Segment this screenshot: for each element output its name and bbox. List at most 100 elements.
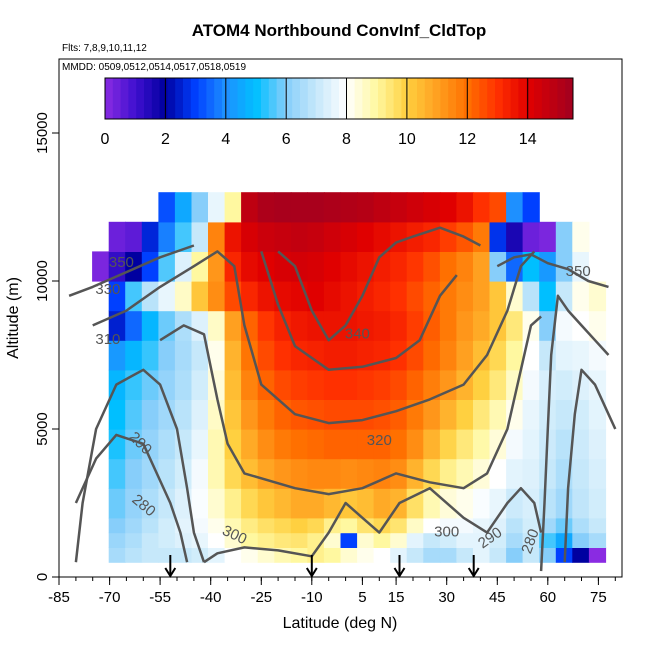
- y-tick-label: 5000: [34, 412, 51, 445]
- heat-cell: [473, 281, 491, 312]
- heat-cell: [241, 429, 259, 460]
- heat-cell: [290, 369, 308, 400]
- heat-cell: [423, 340, 441, 371]
- heat-cell: [506, 192, 524, 223]
- heat-cell: [489, 547, 507, 563]
- heat-cell: [506, 488, 524, 519]
- colorbar-segment: [557, 78, 566, 119]
- heat-cell: [357, 221, 375, 252]
- heat-cell: [125, 340, 143, 371]
- heat-cell: [108, 221, 126, 252]
- heat-cell: [473, 517, 491, 534]
- colorbar-segment: [471, 78, 480, 119]
- x-tick-label: -70: [99, 589, 121, 606]
- colorbar-segment: [206, 78, 215, 119]
- heat-cell: [456, 429, 474, 460]
- contour-line: [539, 294, 610, 572]
- heat-cell: [208, 517, 226, 534]
- heat-cell: [588, 369, 607, 400]
- heat-cell: [290, 251, 308, 282]
- heat-cell: [489, 310, 507, 341]
- heat-cell: [572, 488, 590, 519]
- heat-cell: [473, 310, 491, 341]
- heat-cell: [191, 192, 209, 223]
- heat-cell: [539, 488, 557, 519]
- contour-line: [159, 315, 542, 496]
- heat-cell: [588, 310, 607, 341]
- heat-cell: [357, 340, 375, 371]
- heat-cell: [323, 399, 342, 430]
- heat-cell: [191, 547, 209, 563]
- heat-cell: [257, 310, 275, 341]
- heat-cell: [373, 221, 391, 252]
- heat-cell: [522, 192, 540, 223]
- flight-arrow-head: [164, 567, 177, 578]
- heat-cell: [241, 488, 259, 519]
- heat-cell: [191, 281, 209, 312]
- heat-cell: [555, 399, 573, 430]
- heat-cell: [506, 310, 524, 341]
- heat-cell: [406, 488, 424, 519]
- heat-cell: [108, 488, 126, 519]
- heat-cell: [572, 281, 590, 312]
- heat-cell: [489, 429, 507, 460]
- colorbar-segment: [198, 78, 207, 119]
- heat-cell: [224, 532, 242, 548]
- colorbar-segment: [261, 78, 270, 119]
- colorbar-segment: [432, 78, 441, 119]
- heat-cell: [340, 369, 358, 400]
- heat-cell: [174, 399, 193, 430]
- heat-cell: [423, 429, 441, 460]
- heat-cell: [373, 547, 391, 563]
- heat-cell: [141, 369, 159, 400]
- heat-cell: [158, 221, 176, 252]
- contour-line: [74, 368, 206, 563]
- heat-cell: [555, 340, 573, 371]
- heat-cell: [191, 369, 209, 400]
- colorbar-segment: [346, 78, 356, 119]
- heat-cell: [539, 221, 557, 252]
- heat-cell: [373, 458, 391, 489]
- colorbar-segment: [323, 78, 332, 119]
- heat-cell: [522, 221, 540, 252]
- heat-cell: [158, 281, 176, 312]
- heat-cell: [125, 458, 143, 489]
- heat-cell: [357, 458, 375, 489]
- colorbar: 0 2 4 6 8 10 12 14: [101, 77, 574, 148]
- heat-cell: [174, 221, 193, 252]
- heat-cell: [357, 532, 375, 548]
- x-tick-label: -10: [301, 589, 323, 606]
- heat-cell: [572, 517, 590, 534]
- heat-cell: [456, 399, 474, 430]
- heat-cell: [158, 458, 176, 489]
- colorbar-segment: [448, 78, 457, 119]
- heat-cell: [357, 429, 375, 460]
- colorbar-segment: [183, 78, 192, 119]
- heat-cell: [473, 251, 491, 282]
- heat-cell: [489, 458, 507, 489]
- heat-cell: [307, 192, 325, 223]
- heat-cell: [224, 517, 242, 534]
- y-axis: 0 5000 10000 15000: [34, 112, 59, 581]
- x-axis: -85 -70 -55 -40 -25 -10 5 15 30 45 60 75: [48, 577, 616, 606]
- heat-cell: [290, 192, 308, 223]
- colorbar-segment: [417, 78, 426, 119]
- heat-cell: [307, 281, 325, 312]
- colorbar-segment: [479, 78, 488, 119]
- heat-cell: [423, 310, 441, 341]
- flight-arrow-group: [164, 555, 480, 578]
- heat-cell: [506, 399, 524, 430]
- heat-cell: [158, 532, 176, 548]
- colorbar-segment: [245, 78, 254, 119]
- heat-cell: [274, 458, 292, 489]
- heat-cell: [290, 488, 308, 519]
- heat-cell: [141, 221, 159, 252]
- heat-cell: [406, 192, 424, 223]
- heat-cell: [456, 547, 474, 563]
- heat-cell: [406, 532, 424, 548]
- contour-line: [92, 250, 536, 425]
- heat-cell: [489, 221, 507, 252]
- heat-cell: [224, 369, 242, 400]
